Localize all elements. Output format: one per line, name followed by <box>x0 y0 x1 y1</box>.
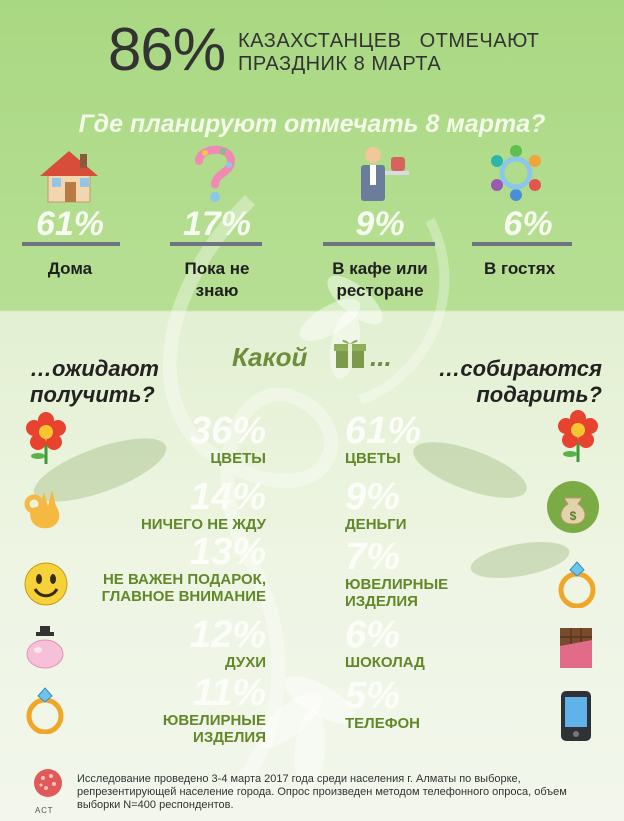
ring-icon <box>26 687 64 734</box>
place-label: В кафе или ресторане <box>332 259 428 300</box>
give-percent: 61% <box>345 410 422 452</box>
flower-icon <box>558 410 598 462</box>
expect-percent: 36% <box>189 410 266 452</box>
gift-section-title-suffix: ... <box>370 342 392 372</box>
place-divider <box>323 242 435 246</box>
perfume-icon <box>26 626 64 669</box>
give-title-line-1: …собираются <box>438 356 602 381</box>
headline-percent: 86% <box>108 16 226 83</box>
house-icon <box>40 151 98 203</box>
flower-icon <box>26 412 66 464</box>
expect-label-line-2: ИЗДЕЛИЯ <box>193 729 266 746</box>
expect-title-line-1: …ожидают <box>30 356 159 381</box>
give-percent: 6% <box>345 614 400 656</box>
headline-text: КАЗАХСТАНЦЕВ ОТМЕЧАЮТ ПРАЗДНИК 8 МАРТА <box>238 30 539 76</box>
expect-title-line-2: получить? <box>30 382 155 407</box>
place-percent: 17% <box>182 205 252 243</box>
give-item: 6% ШОКОЛАД <box>345 616 425 671</box>
expect-column-title: …ожидают получить? <box>30 356 159 408</box>
ok-hand-icon <box>24 490 60 529</box>
places-question: Где планируют отмечать 8 марта? <box>78 110 546 138</box>
expect-label-line-2: ГЛАВНОЕ ВНИМАНИЕ <box>101 588 266 605</box>
money-bag-icon: $ <box>547 481 599 533</box>
place-percent: 9% <box>355 205 405 243</box>
give-label: ДЕНЬГИ <box>345 516 407 533</box>
give-label-line-1: ЮВЕЛИРНЫЕ <box>345 576 449 593</box>
give-label-line-2: ИЗДЕЛИЯ <box>345 593 418 610</box>
give-percent: 7% <box>345 536 400 578</box>
expect-item: 11% ЮВЕЛИРНЫЕ ИЗДЕЛИЯ <box>163 674 266 746</box>
give-column-title: …собираются подарить? <box>438 356 602 408</box>
give-item: 9% ДЕНЬГИ <box>345 478 407 533</box>
expect-item: 36% ЦВЕТЫ <box>190 412 266 467</box>
chocolate-icon <box>560 628 592 668</box>
expect-label: НИЧЕГО НЕ ЖДУ <box>140 516 266 533</box>
gift-section-title: Какой <box>232 342 308 372</box>
place-label: Пока не знаю <box>184 259 250 300</box>
svg-text:$: $ <box>570 509 577 523</box>
expect-percent: 14% <box>189 476 266 518</box>
place-item: 61% Дома <box>0 206 140 280</box>
place-label: В гостях <box>484 259 556 278</box>
people-circle-icon <box>491 145 541 201</box>
expect-percent: 13% <box>189 531 266 573</box>
expect-label: ДУХИ <box>225 654 266 671</box>
place-item: 9% В кафе или ресторане <box>305 206 455 302</box>
give-item: 61% ЦВЕТЫ <box>345 412 421 467</box>
expect-label: ЦВЕТЫ <box>210 450 266 467</box>
give-title-line-2: подарить? <box>476 382 602 407</box>
expect-item: 14% НИЧЕГО НЕ ЖДУ <box>141 478 266 533</box>
give-item: 5% ТЕЛЕФОН <box>345 677 420 732</box>
expect-percent: 12% <box>189 614 266 656</box>
place-divider <box>170 242 262 246</box>
expect-label-line-1: НЕ ВАЖЕН ПОДАРОК, <box>102 571 266 588</box>
place-percent: 6% <box>503 205 553 243</box>
place-item: 17% Пока не знаю <box>152 206 282 302</box>
headline-line-1: КАЗАХСТАНЦЕВ ОТМЕЧАЮТ <box>238 30 540 52</box>
waiter-icon <box>361 147 409 201</box>
phone-icon <box>561 691 591 741</box>
expect-label-line-1: ЮВЕЛИРНЫЕ <box>162 712 266 729</box>
act-logo-text: АСТ <box>35 806 54 815</box>
place-divider <box>472 242 572 246</box>
headline-line-2: ПРАЗДНИК 8 МАРТА <box>238 53 442 75</box>
expect-item: 12% ДУХИ <box>190 616 266 671</box>
place-percent: 61% <box>35 205 105 243</box>
expect-item: 13% НЕ ВАЖЕН ПОДАРОК, ГЛАВНОЕ ВНИМАНИЕ <box>102 533 266 605</box>
give-percent: 9% <box>345 476 400 518</box>
place-divider <box>22 242 120 246</box>
ring-icon <box>558 561 596 608</box>
smiley-icon <box>24 562 68 606</box>
give-label: ЦВЕТЫ <box>345 450 401 467</box>
give-label: ШОКОЛАД <box>345 654 425 671</box>
place-item: 6% В гостях <box>462 206 594 280</box>
gift-box-icon <box>334 339 366 368</box>
place-label: Дома <box>47 259 93 278</box>
question-mark-icon <box>195 145 236 202</box>
give-percent: 5% <box>345 675 400 717</box>
expect-percent: 11% <box>192 672 266 714</box>
act-logo-icon <box>34 769 62 797</box>
give-item: 7% ЮВЕЛИРНЫЕ ИЗДЕЛИЯ <box>345 538 448 610</box>
footer-note: Исследование проведено 3-4 марта 2017 го… <box>77 773 567 811</box>
give-label: ТЕЛЕФОН <box>345 715 420 732</box>
